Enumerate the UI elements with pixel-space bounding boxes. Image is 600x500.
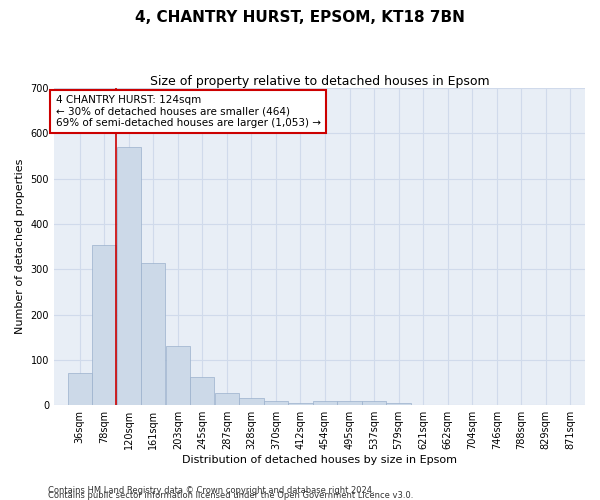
Text: 4, CHANTRY HURST, EPSOM, KT18 7BN: 4, CHANTRY HURST, EPSOM, KT18 7BN — [135, 10, 465, 25]
Bar — [264, 401, 288, 405]
Bar — [239, 398, 263, 405]
Y-axis label: Number of detached properties: Number of detached properties — [15, 159, 25, 334]
Bar — [313, 401, 337, 405]
Bar — [92, 245, 116, 405]
Bar — [141, 264, 166, 405]
Text: Contains public sector information licensed under the Open Government Licence v3: Contains public sector information licen… — [48, 491, 413, 500]
Bar — [215, 394, 239, 405]
X-axis label: Distribution of detached houses by size in Epsom: Distribution of detached houses by size … — [182, 455, 457, 465]
Bar — [386, 404, 411, 405]
Bar — [362, 400, 386, 405]
Text: Contains HM Land Registry data © Crown copyright and database right 2024.: Contains HM Land Registry data © Crown c… — [48, 486, 374, 495]
Text: 4 CHANTRY HURST: 124sqm
← 30% of detached houses are smaller (464)
69% of semi-d: 4 CHANTRY HURST: 124sqm ← 30% of detache… — [56, 95, 320, 128]
Bar — [190, 377, 214, 405]
Bar — [289, 404, 313, 405]
Bar — [166, 346, 190, 405]
Bar — [337, 400, 362, 405]
Bar — [116, 147, 141, 405]
Title: Size of property relative to detached houses in Epsom: Size of property relative to detached ho… — [149, 75, 489, 88]
Bar — [68, 374, 92, 405]
